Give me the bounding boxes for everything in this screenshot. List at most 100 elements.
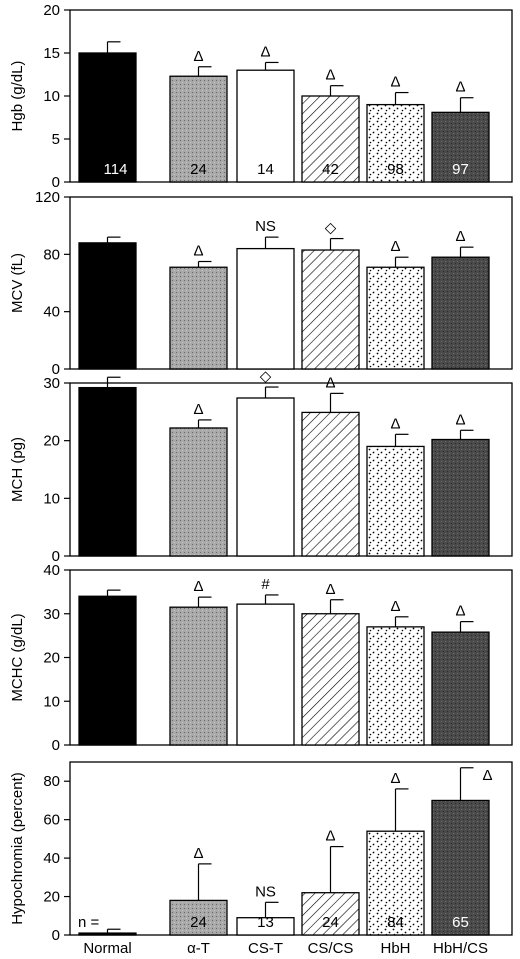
bar-5 (431, 111, 490, 183)
panel-hgb: 0 5 10 15 20 Hgb (g/dL) Δ Δ Δ Δ Δn = 114 24 14 42 98 97 (9, 2, 513, 191)
significance-mark: Δ (455, 603, 465, 620)
y-tick-label: 15 (43, 45, 60, 62)
n-value: 97 (107, 914, 124, 931)
n-value: 114 (104, 161, 128, 178)
bar-4 (366, 830, 425, 936)
bar-1 (169, 266, 228, 370)
bar-2 (236, 603, 295, 746)
y-tick-label: 10 (43, 490, 60, 507)
y-tick-label: 60 (43, 812, 60, 829)
significance-mark: Δ (455, 228, 465, 245)
bar-0 (78, 52, 137, 183)
bar-4 (366, 266, 425, 370)
n-value: 24 (190, 914, 207, 931)
x-tick-label: CS-T (248, 940, 283, 957)
n-value: 24 (190, 161, 207, 178)
n-value: 97 (452, 161, 469, 178)
n-value: 42 (322, 161, 339, 178)
y-tick-label: 0 (52, 548, 60, 565)
y-axis-label: MCHC (g/dL) (9, 613, 26, 701)
bar-2 (236, 397, 295, 557)
x-axis-labels: Normal α-T CS-T CS/CS HbH HbH/CS (83, 940, 488, 957)
bar-4 (366, 445, 425, 557)
bar-3 (301, 249, 360, 370)
panel-hypochromia: 0 20 40 60 80 Hypochromia (percent) Δ NS Δ Δ Δn = 9… (9, 761, 513, 944)
significance-mark: Δ (193, 845, 203, 862)
significance-mark: Δ (482, 767, 492, 784)
panel-mcv: 0 40 80 120 MCV (fL) Δ NS ◇ Δ Δ (9, 189, 513, 378)
significance-mark: Δ (193, 578, 203, 595)
bar-0 (78, 595, 137, 746)
significance-mark: ◇ (260, 368, 272, 385)
n-value: 65 (452, 914, 469, 931)
n-label: n = (78, 161, 100, 178)
y-axis-label: Hypochromia (percent) (9, 772, 26, 925)
bar-1 (169, 606, 228, 746)
panel-mch: 0 10 20 30 MCH (pg) Δ ◇ Δ Δ Δ (9, 368, 513, 565)
significance-mark: Δ (390, 598, 400, 615)
significance-mark: Δ (325, 67, 335, 84)
significance-mark: Δ (455, 411, 465, 428)
n-value: 24 (322, 914, 339, 931)
y-tick-label: 10 (43, 88, 60, 105)
x-tick-label: α-T (187, 940, 210, 957)
y-tick-label: 0 (52, 737, 60, 754)
y-tick-label: 0 (52, 361, 60, 378)
significance-mark: NS (255, 883, 276, 900)
y-tick-label: 0 (52, 174, 60, 191)
y-tick-label: 5 (52, 131, 60, 148)
bar-1 (169, 75, 228, 183)
n-value: 98 (387, 161, 404, 178)
n-value: 14 (257, 161, 274, 178)
significance-mark: Δ (390, 238, 400, 255)
y-tick-label: 20 (43, 433, 60, 450)
significance-mark: Δ (390, 74, 400, 91)
y-tick-label: 20 (43, 2, 60, 19)
bar-3 (301, 411, 360, 557)
bar-5 (431, 438, 490, 557)
significance-mark: Δ (260, 43, 270, 60)
y-tick-label: 20 (43, 650, 60, 667)
bar-0 (78, 932, 137, 936)
bar-4 (366, 626, 425, 746)
y-tick-label: 40 (43, 304, 60, 321)
bar-0 (78, 242, 137, 370)
bar-2 (236, 69, 295, 183)
n-value: 13 (257, 914, 274, 931)
n-value: 84 (387, 914, 404, 931)
y-tick-label: 10 (43, 693, 60, 710)
y-tick-label: 20 (43, 889, 60, 906)
x-tick-label: HbH (380, 940, 410, 957)
bar-4 (366, 103, 425, 183)
significance-mark: Δ (325, 374, 335, 391)
significance-mark: Δ (193, 401, 203, 418)
bar-1 (169, 899, 228, 936)
y-tick-label: 30 (43, 606, 60, 623)
bar-1 (169, 427, 228, 557)
n-label: n = (78, 914, 100, 931)
significance-mark: Δ (325, 581, 335, 598)
panel-mchc: 0 10 20 30 40 MCHC (g/dL) Δ # Δ Δ Δ (9, 562, 513, 754)
y-tick-label: 120 (35, 189, 60, 206)
significance-mark: Δ (193, 48, 203, 65)
bar-5 (431, 631, 490, 746)
significance-mark: Δ (193, 243, 203, 260)
y-tick-label: 30 (43, 375, 60, 392)
y-axis-label: Hgb (g/dL) (9, 61, 26, 132)
y-tick-label: 40 (43, 850, 60, 867)
y-tick-label: 80 (43, 773, 60, 790)
bar-0 (78, 386, 137, 557)
significance-mark: Δ (390, 770, 400, 787)
bar-5 (431, 799, 490, 936)
significance-mark: Δ (390, 415, 400, 432)
y-tick-label: 80 (43, 246, 60, 263)
x-tick-label: Normal (83, 940, 131, 957)
bar-3 (301, 613, 360, 746)
y-tick-label: 40 (43, 562, 60, 579)
significance-mark: Δ (325, 828, 335, 845)
x-tick-label: HbH/CS (433, 940, 488, 957)
significance-mark: ◇ (325, 220, 337, 237)
y-axis-label: MCV (fL) (9, 253, 26, 313)
y-axis-label: MCH (pg) (9, 437, 26, 502)
